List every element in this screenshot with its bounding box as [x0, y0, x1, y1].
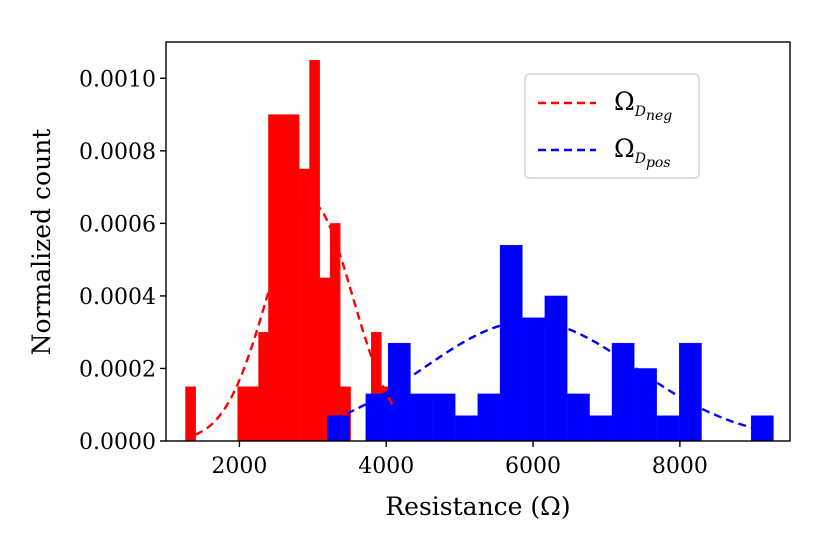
y-axis-ticks: 0.0000 0.0002 0.0004 0.0006 0.0008 0.0010 [79, 67, 166, 455]
y-tick-label-5: 0.0010 [79, 67, 156, 92]
bars-layer [185, 59, 774, 442]
pos-bar-14 [656, 415, 680, 442]
legend-label-neg: ΩDneg [614, 87, 672, 124]
neg-bar-10 [329, 223, 341, 442]
neg-bar-0 [185, 386, 196, 442]
pos-bar-5 [455, 415, 478, 442]
pos-bar-12 [611, 342, 635, 442]
neg-bar-8 [309, 59, 320, 442]
pos-bar-9 [544, 295, 568, 442]
pos-bar-4 [432, 393, 456, 442]
legend-pos-sub1: D [634, 151, 646, 167]
legend-neg-sub1: D [634, 104, 646, 120]
pos-bar-0 [326, 415, 350, 442]
neg-bar-6 [288, 114, 300, 442]
legend-box [524, 73, 700, 179]
pos-bar-7 [499, 244, 523, 442]
pos-bar-1 [365, 393, 389, 442]
y-tick-label-1: 0.0002 [79, 357, 156, 382]
legend-pos-main: Ω [614, 134, 635, 163]
neg-bar-1 [237, 386, 249, 442]
legend-neg-main: Ω [614, 87, 635, 116]
y-tick-label-4: 0.0008 [79, 140, 156, 165]
neg-bar-4 [268, 114, 279, 442]
neg-bar-2 [247, 386, 259, 442]
pos-bar-2 [387, 342, 411, 442]
x-tick-label-2: 6000 [505, 454, 561, 479]
neg-fit-curve [194, 200, 397, 436]
neg-bar-7 [299, 168, 310, 442]
fit-curves-layer [194, 200, 758, 436]
y-axis-label: Normalized count [27, 129, 56, 356]
legend: ΩDneg ΩDpos [524, 73, 700, 179]
y-tick-label-3: 0.0006 [79, 212, 156, 237]
x-axis-ticks: 2000 4000 6000 8000 [211, 441, 708, 479]
y-tick-label-0: 0.0000 [79, 430, 156, 455]
pos-bar-8 [522, 317, 545, 442]
pos-bar-15 [678, 342, 702, 442]
legend-neg-sub2: neg [646, 108, 672, 124]
axes-frame [165, 41, 791, 442]
x-tick-label-3: 8000 [652, 454, 708, 479]
x-tick-label-0: 2000 [211, 454, 267, 479]
pos-bar-6 [477, 393, 501, 442]
legend-pos-sub2: pos [646, 155, 671, 171]
pos-bar-10 [567, 393, 590, 442]
neg-bar-3 [258, 332, 269, 442]
pos-bar-3 [410, 393, 434, 442]
y-tick-label-2: 0.0004 [79, 285, 156, 310]
x-axis-label: Resistance (Ω) [385, 492, 570, 521]
pos-fit-curve [334, 320, 758, 430]
pos-bar-11 [589, 415, 613, 442]
legend-label-pos: ΩDpos [614, 134, 671, 171]
x-tick-label-1: 4000 [358, 454, 414, 479]
neg-bar-5 [278, 114, 290, 442]
